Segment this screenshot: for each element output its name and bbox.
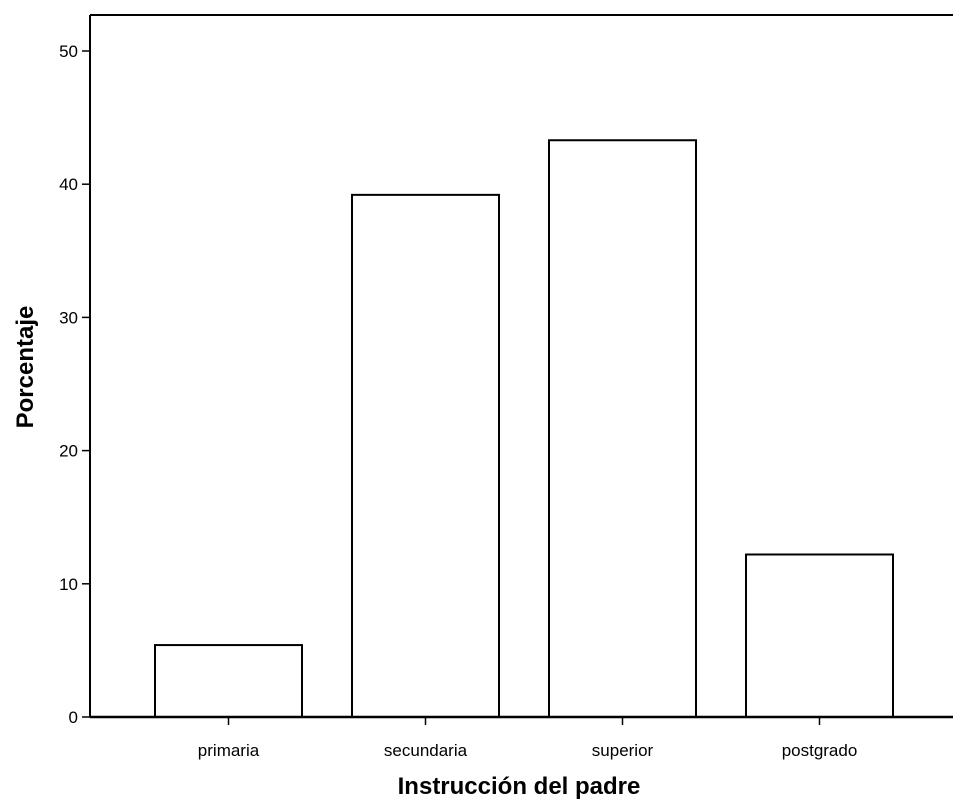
y-tick-label-30: 30 — [59, 308, 78, 327]
y-tick-label-50: 50 — [59, 42, 78, 61]
y-tick-label-10: 10 — [59, 575, 78, 594]
bars-layer — [154, 139, 894, 719]
x-tick-label-superior: superior — [592, 741, 654, 760]
bar-primaria — [154, 644, 303, 719]
y-tick-label-40: 40 — [59, 175, 78, 194]
bar-secundaria — [351, 193, 500, 718]
x-tick-label-primaria: primaria — [198, 741, 260, 760]
bar-postgrado — [745, 553, 894, 718]
x-tick-label-postgrado: postgrado — [782, 741, 858, 760]
y-axis-title: Porcentaje — [12, 306, 39, 429]
axes-layer — [89, 14, 953, 719]
y-tick-label-0: 0 — [69, 708, 78, 727]
x-axis-title: Instrucción del padre — [398, 773, 641, 800]
ticks-layer: primaria secundaria superior postgrado 0 10 20… — [59, 42, 857, 760]
bar-superior — [548, 139, 697, 718]
y-tick-label-20: 20 — [59, 442, 78, 461]
x-tick-label-secundaria: secundaria — [384, 741, 468, 760]
